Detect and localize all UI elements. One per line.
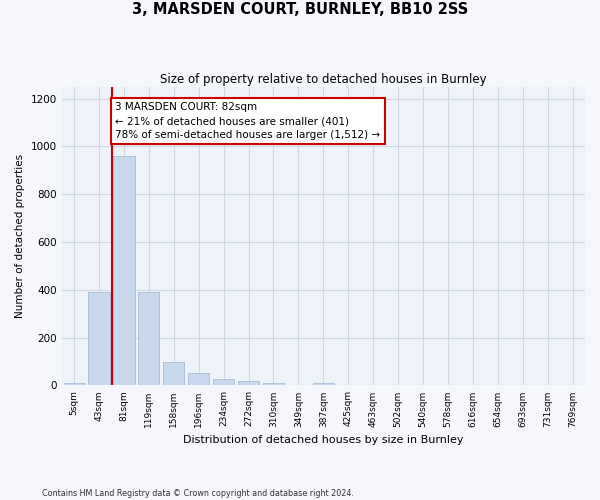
Bar [238, 381, 259, 386]
Bar [213, 380, 234, 386]
Bar [138, 292, 160, 386]
X-axis label: Distribution of detached houses by size in Burnley: Distribution of detached houses by size … [183, 435, 464, 445]
Bar [188, 374, 209, 386]
Title: Size of property relative to detached houses in Burnley: Size of property relative to detached ho… [160, 72, 487, 86]
Text: 3, MARSDEN COURT, BURNLEY, BB10 2SS: 3, MARSDEN COURT, BURNLEY, BB10 2SS [132, 2, 468, 18]
Text: 3 MARSDEN COURT: 82sqm
← 21% of detached houses are smaller (401)
78% of semi-de: 3 MARSDEN COURT: 82sqm ← 21% of detached… [115, 102, 380, 140]
Bar [88, 292, 110, 386]
Bar [64, 383, 85, 386]
Text: Contains HM Land Registry data © Crown copyright and database right 2024.: Contains HM Land Registry data © Crown c… [42, 488, 354, 498]
Y-axis label: Number of detached properties: Number of detached properties [15, 154, 25, 318]
Bar [163, 362, 184, 386]
Bar [113, 156, 134, 386]
Bar [313, 382, 334, 386]
Bar [263, 383, 284, 386]
